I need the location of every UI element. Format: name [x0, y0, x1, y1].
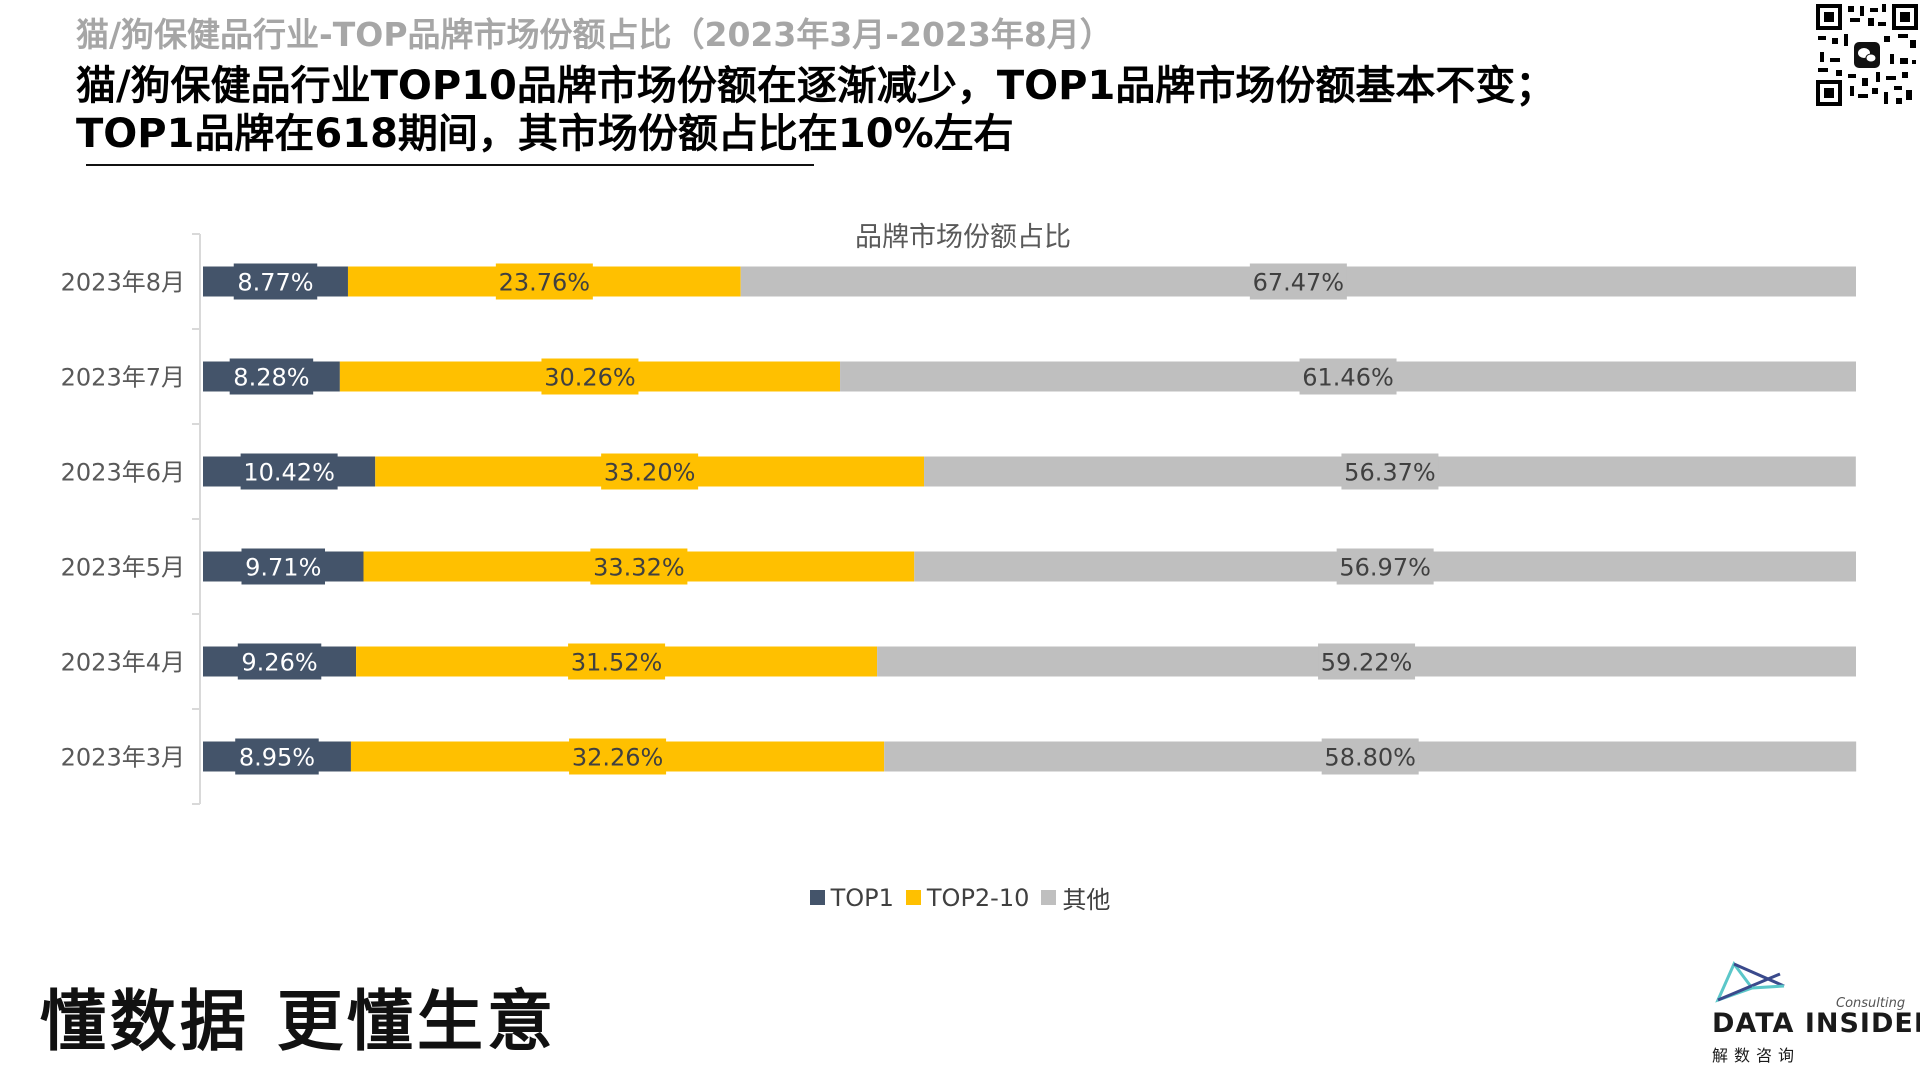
data-label: 58.80%: [1324, 744, 1416, 772]
legend-item: 其他: [1041, 880, 1110, 915]
data-label: 8.28%: [233, 364, 309, 392]
bars-layer: [203, 266, 1857, 772]
data-label: 31.52%: [571, 649, 663, 677]
y-axis-labels: 2023年8月 2023年7月 2023年6月 2023年5月 2023年4月 2023年…: [61, 269, 185, 772]
data-label-background: [590, 548, 688, 585]
data-label: 56.37%: [1344, 459, 1436, 487]
data-label: 59.22%: [1321, 649, 1413, 677]
logo-brand-name: DATA INSIDER: [1712, 1008, 1920, 1039]
legend-label: TOP1: [830, 883, 894, 912]
y-axis-label: 2023年7月: [61, 364, 185, 392]
data-label-background: [1299, 358, 1397, 395]
qr-code-icon: [1814, 2, 1920, 108]
data-label: 9.26%: [241, 649, 317, 677]
legend-swatch: [809, 890, 825, 905]
data-label-background: [1336, 548, 1434, 585]
data-label-background: [1321, 738, 1419, 775]
legend-swatch: [905, 890, 921, 905]
data-label-background: [601, 453, 699, 490]
data-label: 8.95%: [239, 744, 315, 772]
data-label: 67.47%: [1253, 269, 1345, 297]
chart-legend: TOP1 TOP2-10 其他: [0, 880, 1920, 915]
y-axis-ticks: [192, 233, 200, 805]
headline-underline: [86, 164, 814, 166]
data-label-background: [495, 263, 593, 300]
legend-label: TOP2-10: [926, 883, 1030, 912]
data-label-background: [240, 453, 338, 490]
footer-slogan: 懂数据 更懂生意: [40, 983, 557, 1060]
y-axis-label: 2023年3月: [61, 744, 185, 772]
y-axis-label: 2023年5月: [61, 554, 185, 582]
data-label: 56.97%: [1339, 554, 1431, 582]
y-axis-label: 2023年4月: [61, 649, 185, 677]
data-label-background: [568, 643, 666, 680]
data-label-background: [237, 643, 322, 680]
data-label-background: [235, 738, 319, 775]
logo-brand-subtitle: 解数咨询: [1712, 1046, 1801, 1065]
data-label-background: [233, 263, 318, 300]
data-labels-layer: 8.77% 23.76% 67.47% 8.28% 30.26% 61.46% 10.42%…: [229, 263, 1439, 775]
data-label: 61.46%: [1302, 364, 1394, 392]
data-label-background: [229, 358, 314, 395]
data-label-background: [1318, 643, 1416, 680]
page-top-title: 猫/狗保健品行业-TOP品牌市场份额占比（2023年3月-2023年8月）: [76, 15, 1113, 54]
logo-consulting-label: Consulting: [1836, 996, 1906, 1011]
data-label-background: [569, 738, 667, 775]
legend-swatch: [1041, 890, 1057, 905]
data-label: 23.76%: [499, 269, 591, 297]
legend-item: TOP2-10: [905, 880, 1030, 915]
legend-item: TOP1: [809, 880, 894, 915]
data-label: 33.20%: [604, 459, 696, 487]
data-label-background: [1341, 453, 1439, 490]
data-label: 10.42%: [243, 459, 335, 487]
page-headline: 猫/狗保健品行业TOP10品牌市场份额在逐渐减少，TOP1品牌市场份额基本不变；…: [76, 63, 1556, 157]
data-label: 33.32%: [593, 554, 685, 582]
data-label-background: [241, 548, 326, 585]
y-axis-label: 2023年6月: [61, 459, 185, 487]
data-label: 8.77%: [237, 269, 313, 297]
data-insider-logo-icon: [1715, 961, 1785, 1003]
data-label-background: [1249, 263, 1347, 300]
y-axis-label: 2023年8月: [61, 269, 185, 297]
data-label: 30.26%: [544, 364, 636, 392]
data-label: 32.26%: [572, 744, 664, 772]
market-share-chart: 品牌市场份额占比 2023年8月2023年7月2023年6月2023年5月202…: [61, 222, 1857, 805]
chart-title: 品牌市场份额占比: [855, 222, 1071, 253]
data-label-background: [541, 358, 639, 395]
legend-label: 其他: [1062, 886, 1111, 914]
data-label: 9.71%: [245, 554, 321, 582]
